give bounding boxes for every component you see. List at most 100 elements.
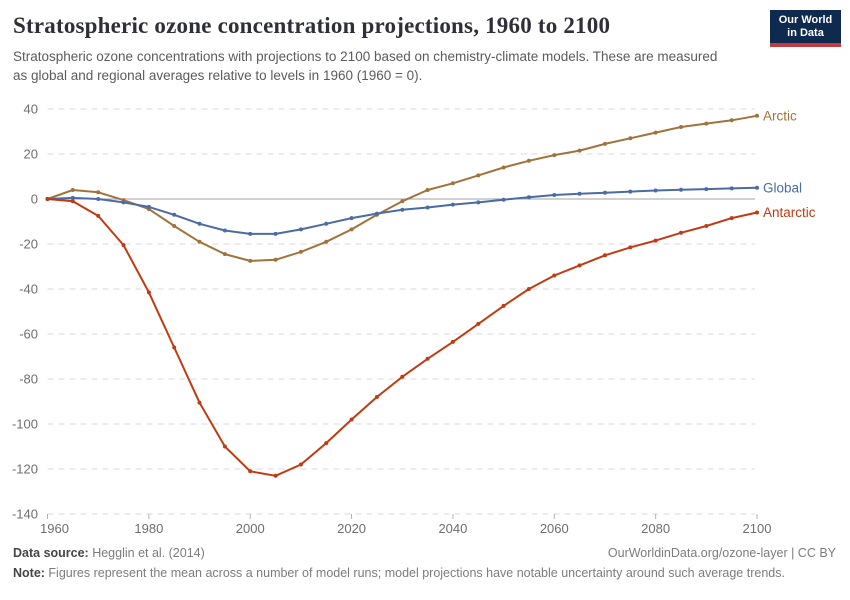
data-point[interactable] [704,224,709,228]
data-point[interactable] [197,239,202,244]
x-tick-label: 2020 [337,521,366,536]
data-point[interactable] [729,186,734,191]
x-tick-label: 2060 [540,521,569,536]
data-point[interactable] [349,227,354,232]
data-point[interactable] [755,113,759,118]
data-point[interactable] [273,257,278,262]
data-point[interactable] [298,462,303,467]
data-point[interactable] [729,118,734,123]
data-point[interactable] [400,199,405,204]
chart-header: Stratospheric ozone concentration projec… [0,0,850,95]
data-point[interactable] [172,224,177,228]
x-tick-label: 2000 [236,521,265,536]
data-point[interactable] [577,191,582,196]
data-point[interactable] [248,231,253,236]
data-point[interactable] [501,197,506,202]
series-line-antarctic[interactable] [47,198,758,477]
data-point[interactable] [755,210,759,215]
data-point[interactable] [450,202,455,207]
data-point[interactable] [628,189,633,194]
data-point[interactable] [476,173,481,178]
y-tick-label: -120 [12,462,38,477]
data-point[interactable] [70,195,75,200]
data-point[interactable] [679,187,683,192]
y-tick-label: -80 [19,372,38,387]
data-point[interactable] [222,228,227,233]
owid-logo-line1: Our World [778,14,833,26]
data-point[interactable] [603,141,607,146]
data-point[interactable] [526,158,531,163]
data-point[interactable] [96,197,101,201]
note-value: Figures represent the mean across a numb… [44,566,785,580]
data-point[interactable] [400,374,405,379]
data-point[interactable] [729,216,734,221]
data-point[interactable] [197,221,202,226]
data-point[interactable] [70,188,75,192]
y-tick-label: 20 [24,147,38,162]
data-point[interactable] [96,190,101,195]
data-point[interactable] [349,417,354,422]
data-point[interactable] [349,216,354,221]
data-point[interactable] [526,287,531,291]
attribution-link[interactable]: OurWorldinData.org/ozone-layer | CC BY [607,546,836,560]
data-point[interactable] [222,444,227,449]
data-point[interactable] [552,153,557,158]
data-point[interactable] [653,188,658,193]
data-point[interactable] [172,212,177,217]
data-point[interactable] [679,230,683,235]
data-point[interactable] [273,473,278,478]
data-point[interactable] [425,205,430,210]
data-point[interactable] [273,231,278,236]
data-source: Data source: Hegglin et al. (2014) [13,546,205,560]
data-point[interactable] [450,181,455,186]
data-point[interactable] [526,195,531,200]
data-point[interactable] [425,356,430,361]
data-point[interactable] [653,130,658,135]
data-point[interactable] [552,273,557,278]
data-point[interactable] [324,441,329,446]
owid-logo[interactable]: Our World in Data [770,10,841,47]
data-point[interactable] [450,339,455,344]
data-point[interactable] [146,204,151,209]
data-point[interactable] [628,245,633,250]
data-point[interactable] [374,395,379,399]
data-point[interactable] [476,321,481,326]
data-point[interactable] [298,227,303,232]
data-point[interactable] [222,252,227,257]
data-point[interactable] [704,121,709,126]
series-label-global: Global [763,180,802,195]
y-tick-label: 0 [31,192,38,207]
data-point[interactable] [172,345,177,350]
data-point[interactable] [374,211,379,216]
data-point[interactable] [324,221,329,226]
data-point[interactable] [146,290,151,295]
data-point[interactable] [197,400,202,405]
data-point[interactable] [653,238,658,243]
data-point[interactable] [603,190,607,195]
data-point[interactable] [400,207,405,212]
data-point[interactable] [70,199,75,204]
data-point[interactable] [552,193,557,197]
data-point[interactable] [121,200,126,205]
data-point[interactable] [324,239,329,244]
data-point[interactable] [577,263,582,268]
data-point[interactable] [248,469,253,474]
data-point[interactable] [577,148,582,153]
data-point[interactable] [425,188,430,192]
data-point[interactable] [603,253,607,258]
data-point[interactable] [628,136,633,141]
data-point[interactable] [298,249,303,254]
data-point[interactable] [248,258,253,263]
data-point[interactable] [704,187,709,192]
data-point[interactable] [96,213,101,218]
data-point[interactable] [501,303,506,308]
data-point[interactable] [679,125,683,129]
data-point[interactable] [755,185,759,190]
data-point[interactable] [476,200,481,205]
data-point[interactable] [501,165,506,170]
series-line-arctic[interactable] [47,114,758,262]
data-point[interactable] [45,197,50,201]
data-point[interactable] [121,243,126,248]
owid-logo-red-bar [770,43,841,47]
